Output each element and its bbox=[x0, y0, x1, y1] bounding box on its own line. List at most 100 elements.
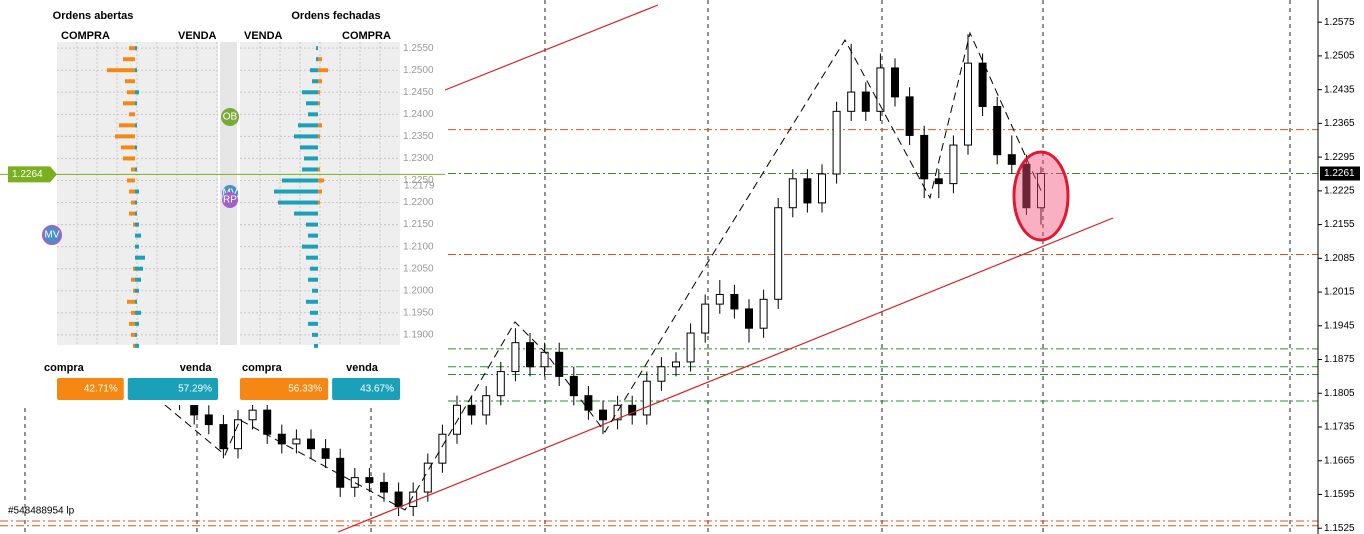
volume-bar bbox=[135, 310, 141, 315]
volume-bar bbox=[316, 57, 318, 62]
trendline bbox=[444, 4, 659, 91]
y-tick-label: 1.2155 bbox=[1324, 219, 1355, 230]
candle-body bbox=[409, 491, 418, 508]
marker-label: OB bbox=[223, 112, 238, 123]
volume-bar bbox=[135, 68, 137, 73]
volume-bar bbox=[306, 255, 318, 260]
candle-body bbox=[920, 134, 929, 180]
volume-bar bbox=[135, 244, 139, 249]
candle-body bbox=[1037, 173, 1045, 209]
candle-body bbox=[277, 433, 286, 445]
y-tick-label: 1.2015 bbox=[1324, 287, 1355, 298]
y-tick-label: 1.2500 bbox=[403, 65, 434, 76]
candle-body bbox=[818, 173, 826, 204]
volume-bar bbox=[123, 57, 135, 62]
candle-body bbox=[891, 67, 899, 98]
volume-bar bbox=[310, 266, 318, 271]
summary-bar bbox=[240, 378, 329, 400]
marker bbox=[42, 225, 62, 245]
y-tick-label: 1.2085 bbox=[1324, 253, 1355, 264]
volume-bar bbox=[121, 145, 135, 150]
price-axis: 1.2575 1.2505 1.2435 1.2365 1.2295 1.2225 1.21… bbox=[1317, 0, 1360, 534]
series-header: VENDA bbox=[244, 30, 283, 42]
candle-body bbox=[672, 361, 680, 368]
volume-bar bbox=[318, 57, 322, 62]
volume-bar bbox=[107, 68, 135, 73]
summary-value: 42.71% bbox=[84, 384, 118, 395]
panel-title: Ordens abertas bbox=[53, 10, 134, 22]
volume-bar bbox=[312, 288, 318, 293]
candle-body bbox=[365, 477, 374, 483]
volume-bar bbox=[127, 90, 135, 95]
series-header: VENDA bbox=[178, 30, 217, 42]
candle-body bbox=[701, 303, 710, 334]
volume-bar bbox=[131, 310, 135, 315]
candle-body bbox=[248, 409, 257, 421]
series-header: COMPRA bbox=[61, 30, 110, 42]
candle-body bbox=[511, 342, 520, 373]
candle-body bbox=[934, 178, 943, 185]
y-tick-label: 1.1805 bbox=[1324, 388, 1355, 399]
y-tick-label: 1.2295 bbox=[1324, 152, 1355, 163]
volume-bar bbox=[274, 189, 318, 194]
summary-value: 56.33% bbox=[288, 384, 322, 395]
y-tick-label: 1.2505 bbox=[1324, 51, 1355, 62]
candle-body bbox=[496, 371, 505, 397]
y-tick-label: 1.1525 bbox=[1324, 523, 1355, 534]
volume-bar bbox=[294, 211, 318, 216]
marker bbox=[221, 108, 239, 126]
y-tick-label: 1.2150 bbox=[403, 219, 434, 230]
volume-bar bbox=[135, 233, 141, 238]
summary-label: venda bbox=[346, 362, 379, 374]
candle-body bbox=[832, 110, 841, 175]
candle-body bbox=[394, 491, 403, 508]
summary-bar bbox=[127, 378, 218, 400]
candle-body bbox=[964, 62, 972, 146]
volume-bar bbox=[318, 68, 328, 73]
summary-label: venda bbox=[180, 362, 213, 374]
volume-bar bbox=[282, 178, 318, 183]
candle-body bbox=[321, 448, 330, 459]
candle-body bbox=[759, 298, 768, 329]
volume-bar bbox=[135, 255, 145, 260]
candle-body bbox=[555, 351, 564, 377]
candle-body bbox=[584, 395, 593, 411]
candle-body bbox=[876, 67, 885, 112]
summary-bar bbox=[57, 378, 124, 400]
candle-body bbox=[686, 332, 695, 363]
y-tick-label: 1.2350 bbox=[403, 131, 434, 142]
y-tick-label: 1.1945 bbox=[1324, 320, 1355, 331]
volume-bar bbox=[119, 123, 135, 128]
candle-body bbox=[263, 409, 272, 435]
y-tick-label: 1.2450 bbox=[403, 87, 434, 98]
volume-bar bbox=[316, 46, 318, 51]
volume-bar bbox=[125, 79, 135, 84]
volume-bar bbox=[133, 288, 135, 293]
volume-bar bbox=[278, 200, 318, 205]
volume-bar bbox=[135, 123, 137, 128]
volume-bar bbox=[312, 332, 318, 337]
volume-bar bbox=[127, 178, 135, 183]
marker-label: RP bbox=[223, 195, 237, 206]
volume-bar bbox=[135, 277, 141, 282]
candle-body bbox=[482, 395, 491, 416]
volume-bar bbox=[131, 200, 135, 205]
volume-bar bbox=[318, 189, 322, 194]
volume-bar bbox=[115, 134, 135, 139]
volume-bar bbox=[133, 266, 135, 271]
candle-body bbox=[978, 62, 987, 108]
volume-bar bbox=[131, 277, 135, 282]
volume-bar bbox=[129, 189, 135, 194]
account-label: #548488954 lp bbox=[8, 506, 75, 517]
highlight-ellipse bbox=[1012, 150, 1070, 242]
y-tick-label: 1.1735 bbox=[1324, 422, 1355, 433]
volume-bar bbox=[308, 233, 318, 238]
candle-body bbox=[788, 178, 797, 209]
volume-bar bbox=[308, 112, 318, 117]
drawings bbox=[164, 4, 1114, 533]
series-header: COMPRA bbox=[342, 30, 391, 42]
candle-body bbox=[861, 91, 870, 112]
summary-label: compra bbox=[242, 362, 283, 374]
candle-body bbox=[949, 144, 958, 185]
